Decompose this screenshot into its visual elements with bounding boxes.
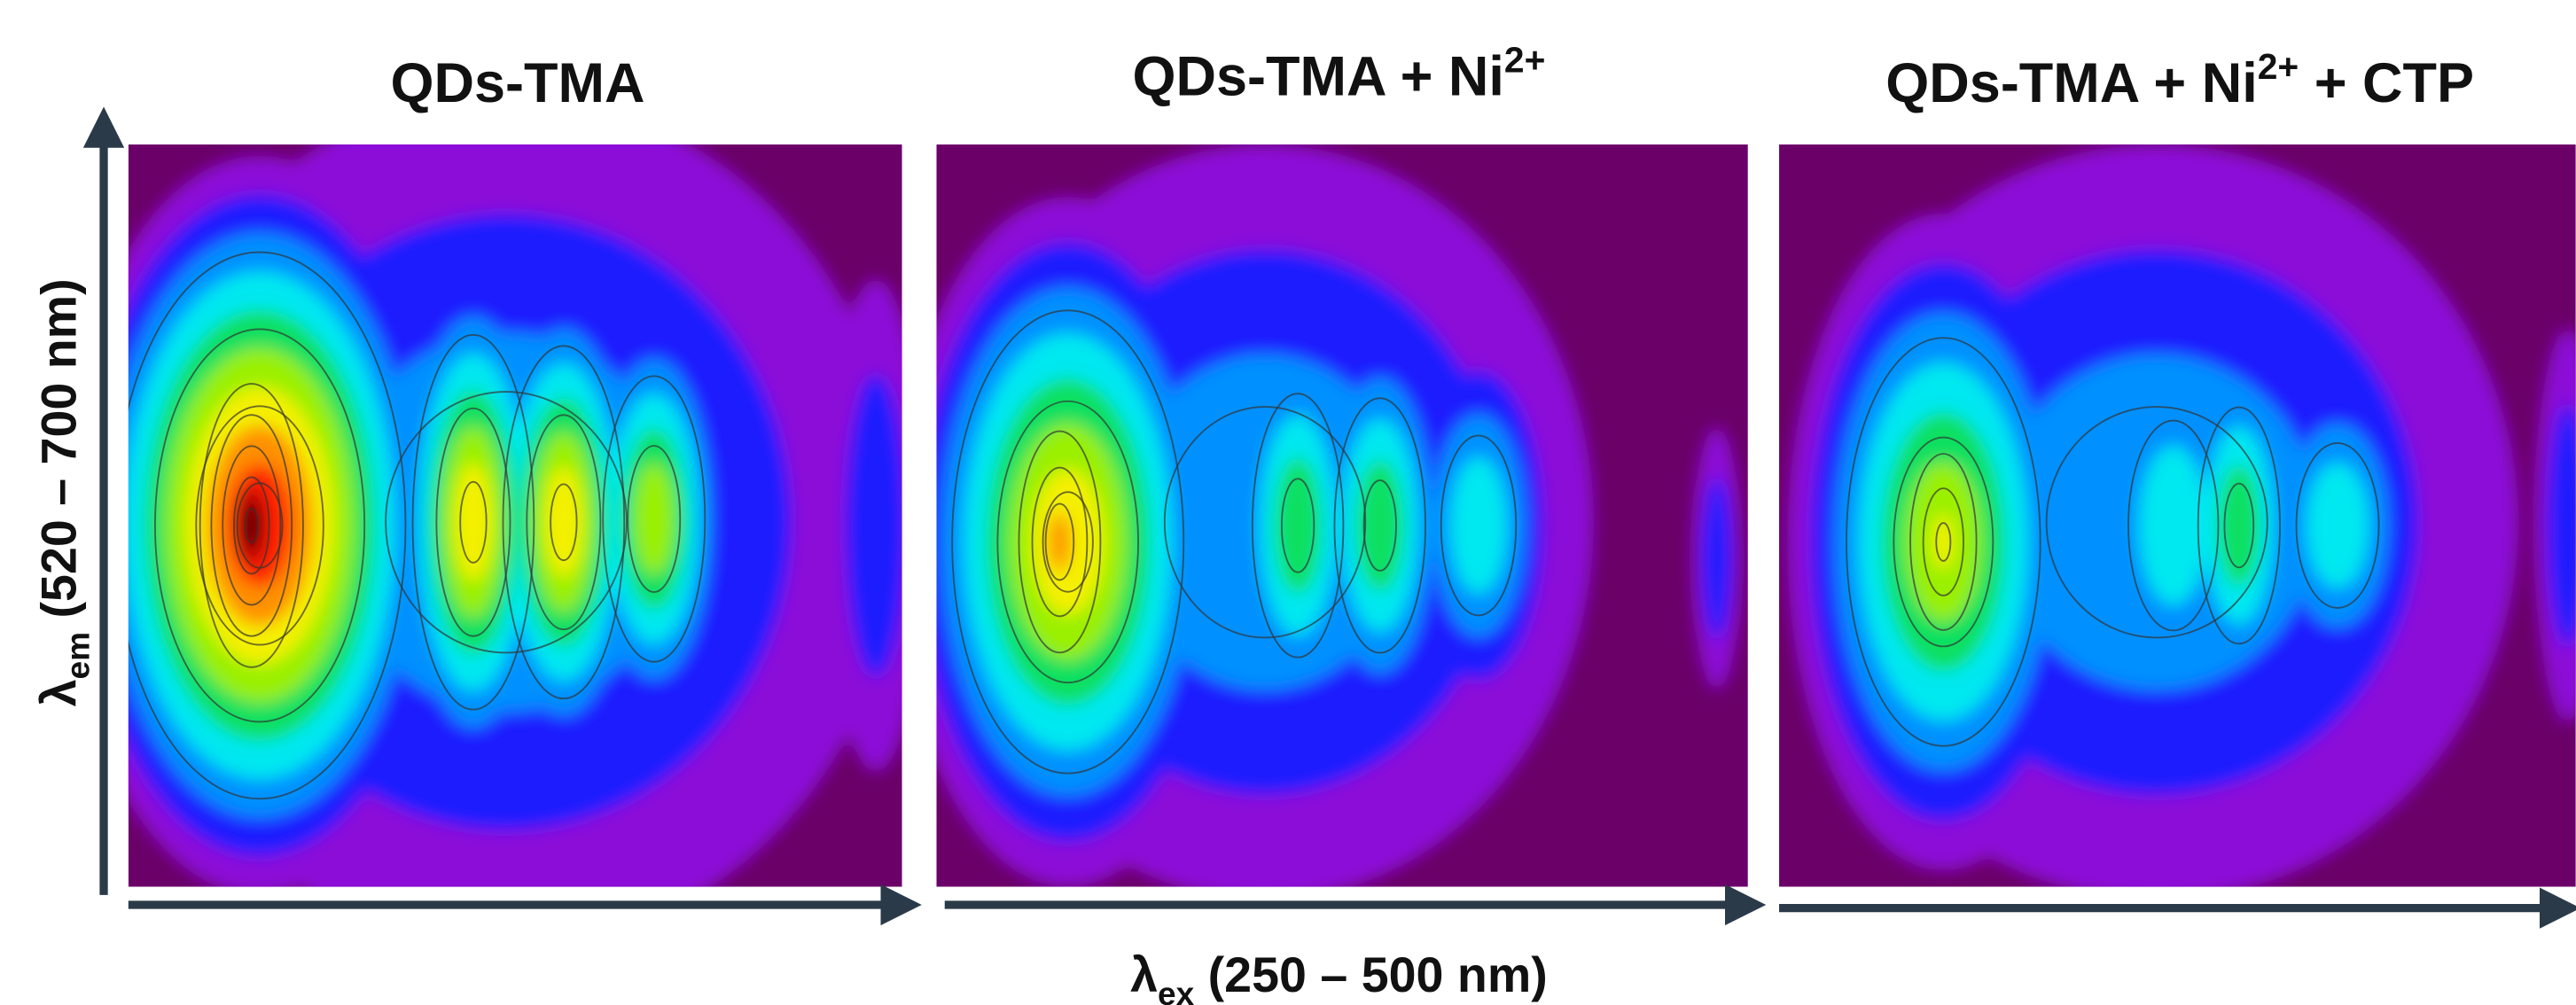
contour-line: [526, 414, 602, 631]
contour-line: [411, 333, 535, 711]
contour-line: [2223, 482, 2255, 569]
contour-line: [502, 345, 626, 700]
contour-line: [1935, 522, 1952, 562]
contour-line: [233, 476, 270, 575]
heatmap: [936, 144, 1748, 887]
contour-line: [1362, 479, 1397, 572]
panel-title: QDs-TMA + Ni2+: [1132, 40, 1545, 108]
contour-level: [634, 463, 675, 575]
contour-line: [1280, 478, 1315, 573]
contour-level: [2547, 404, 2576, 647]
contour-line: [2127, 419, 2220, 632]
panel-title: QDs-TMA + Ni2+ + CTP: [1885, 46, 2474, 114]
contour-level: [1701, 477, 1732, 640]
contour-line: [1163, 406, 1367, 639]
contour-line: [602, 375, 706, 663]
contour-line: [195, 405, 324, 646]
contour-line: [550, 483, 578, 562]
contour-line: [128, 251, 407, 800]
contour-line: [2295, 441, 2380, 609]
contour-line: [2197, 406, 2281, 645]
contour-line: [1909, 453, 1978, 631]
x-axis-label: λex (250 – 500 nm): [1130, 947, 1548, 1005]
contour-line: [459, 480, 488, 564]
contour-level: [1449, 456, 1508, 595]
contour-level: [2306, 463, 2369, 588]
contour-line: [1031, 466, 1089, 618]
contour-line: [435, 407, 511, 637]
heatmap: [1779, 144, 2576, 887]
contour-line: [951, 309, 1185, 775]
contour-line: [627, 445, 682, 593]
heatmap-field: [936, 144, 1742, 887]
contour-line: [1846, 337, 2041, 747]
contour-level: [2139, 445, 2208, 606]
contour-line: [1922, 487, 1964, 596]
contour-line: [2045, 406, 2268, 639]
contour-line: [996, 400, 1139, 684]
panel-title: QDs-TMA: [390, 52, 644, 114]
contour-line: [1042, 491, 1094, 593]
contour-line: [1893, 436, 1994, 648]
contour-line: [1251, 393, 1345, 658]
heatmap-field: [128, 144, 902, 887]
contour-line: [1333, 397, 1426, 654]
contour-line: [385, 391, 628, 654]
contour-line: [244, 507, 259, 544]
y-axis-label: λem (520 – 700 nm): [32, 278, 97, 706]
heatmap-field: [1787, 144, 2576, 887]
contour-line: [1018, 430, 1102, 654]
contour-level: [1049, 512, 1071, 572]
contour-level: [845, 373, 902, 677]
contour-line: [1044, 502, 1075, 581]
contour-line: [210, 414, 293, 637]
contour-line: [154, 328, 366, 723]
contour-line: [222, 445, 282, 606]
heatmap: [128, 144, 902, 887]
contour-line: [1440, 434, 1518, 617]
contour-line: [199, 383, 304, 668]
